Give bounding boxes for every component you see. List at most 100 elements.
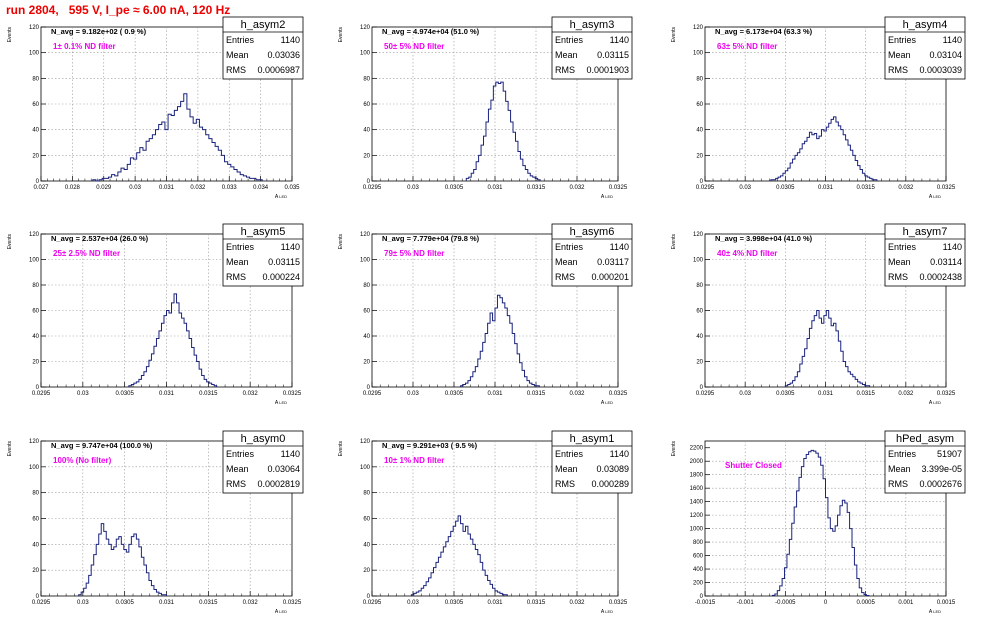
histogram-bin <box>164 595 167 596</box>
histogram-bin <box>835 526 837 596</box>
y-tick-label: 100 <box>693 258 704 264</box>
histogram-bin <box>134 383 137 387</box>
x-tick-label: 0.031 <box>487 600 503 606</box>
histogram-bin <box>532 384 534 387</box>
x-tick-label: 0.0315 <box>527 600 546 606</box>
histogram-bin <box>243 176 246 181</box>
stats-value: 1140 <box>943 242 962 252</box>
histogram-name: h_asym0 <box>241 433 286 445</box>
histogram-bin <box>114 547 117 596</box>
x-tick-label: 0.032 <box>243 600 259 606</box>
stats-value: 1140 <box>281 35 300 45</box>
x-tick-label: 0.0295 <box>363 185 382 191</box>
stats-label: Entries <box>226 449 255 459</box>
stats-box: h_asym3 Entries 1140 Mean 0.03115 RMS 0.000190… <box>551 16 633 80</box>
histogram-bin <box>182 318 185 387</box>
x-tick-label: 0.0305 <box>445 185 464 191</box>
histogram-bin <box>834 117 836 181</box>
histogram-bin <box>111 550 114 597</box>
y-tick-label: 400 <box>693 567 704 573</box>
histogram-bin <box>802 356 804 387</box>
histogram-bin <box>523 166 525 181</box>
histogram-bin <box>121 544 124 596</box>
x-tick-label: 0.0015 <box>937 600 956 606</box>
histogram-bin <box>841 130 843 181</box>
histogram-bin <box>484 136 486 181</box>
histogram-bin <box>802 144 804 181</box>
stats-value: 0.03089 <box>596 464 629 474</box>
histogram-bin <box>129 544 132 596</box>
histogram-bin <box>259 180 262 181</box>
histogram-bin <box>797 372 799 387</box>
histogram-bin <box>854 565 856 596</box>
y-tick-label: 0 <box>36 179 40 185</box>
histogram-bin <box>134 159 137 181</box>
stats-box: h_asym5 Entries 1140 Mean 0.03115 RMS 0.000224 <box>222 223 304 287</box>
histogram-bin <box>838 126 840 181</box>
y-tick-label: 20 <box>696 153 703 159</box>
histogram-bin <box>838 341 840 387</box>
histogram-bin <box>149 360 152 387</box>
histogram-bin <box>785 171 787 181</box>
y-axis-title: Events <box>671 441 677 457</box>
histogram-bin <box>852 547 854 596</box>
histogram-bin <box>843 135 845 181</box>
histogram-bin <box>872 180 874 181</box>
histogram-name: h_asym1 <box>570 433 615 445</box>
histogram-bin <box>471 173 473 181</box>
y-axis-title: Events <box>7 27 13 43</box>
histogram-bin <box>790 163 792 181</box>
histogram-bin <box>159 593 162 596</box>
y-tick-label: 40 <box>363 334 370 340</box>
navg-label: N_avg = 6.173e+04 (63.3 %) <box>715 27 813 36</box>
histogram-bin <box>480 562 482 596</box>
histogram-bin <box>814 134 816 181</box>
y-tick-label: 80 <box>32 76 39 82</box>
histogram-bin <box>256 180 259 181</box>
histogram-bin <box>93 180 96 181</box>
histogram-bin <box>821 323 823 387</box>
histogram-bin <box>411 595 413 596</box>
histogram-bin <box>857 578 859 596</box>
stats-label: Entries <box>226 242 255 252</box>
histogram-bin <box>237 172 240 181</box>
histogram-bin <box>149 581 152 597</box>
y-tick-label: 2200 <box>690 446 704 452</box>
x-tick-label: 0.0315 <box>856 391 875 397</box>
histogram-bin <box>809 452 811 596</box>
histogram-bin <box>525 377 527 387</box>
filter-note: Shutter Closed <box>725 461 782 470</box>
x-tick-label: 0.032 <box>569 185 585 191</box>
x-axis-title: ALED <box>929 194 941 200</box>
y-tick-label: 100 <box>29 465 40 471</box>
histogram-bin <box>787 554 789 596</box>
x-tick-label: 0.0305 <box>445 600 464 606</box>
x-tick-label: 0.0315 <box>527 391 546 397</box>
navg-label: N_avg = 4.974e+04 (51.0 %) <box>382 27 480 36</box>
histogram-bin <box>421 588 423 596</box>
histogram-bin <box>807 137 809 181</box>
y-tick-label: 1000 <box>690 527 704 533</box>
stats-box-frame <box>222 223 304 287</box>
y-tick-label: 120 <box>693 25 704 31</box>
x-tick-label: 0.03 <box>129 185 141 191</box>
histogram-bin <box>171 116 174 181</box>
histogram-bin <box>193 123 196 181</box>
histogram-bin <box>513 132 515 181</box>
histogram-bin <box>826 498 828 596</box>
histogram-bin <box>240 175 243 181</box>
y-tick-label: 0 <box>700 179 704 185</box>
histogram-bin <box>867 177 869 181</box>
y-tick-label: 1400 <box>690 500 704 506</box>
histogram-bin <box>441 552 443 596</box>
x-tick-label: 0.033 <box>222 185 238 191</box>
histogram-bin <box>529 383 531 387</box>
x-tick-label: 0.029 <box>96 185 112 191</box>
histogram-bin <box>530 176 532 181</box>
histogram-bin <box>788 168 790 181</box>
histogram-bin <box>225 162 228 181</box>
stats-label: Mean <box>226 257 249 267</box>
histogram-bin <box>517 354 519 387</box>
histogram-bin <box>174 294 177 387</box>
y-tick-label: 600 <box>693 554 704 560</box>
